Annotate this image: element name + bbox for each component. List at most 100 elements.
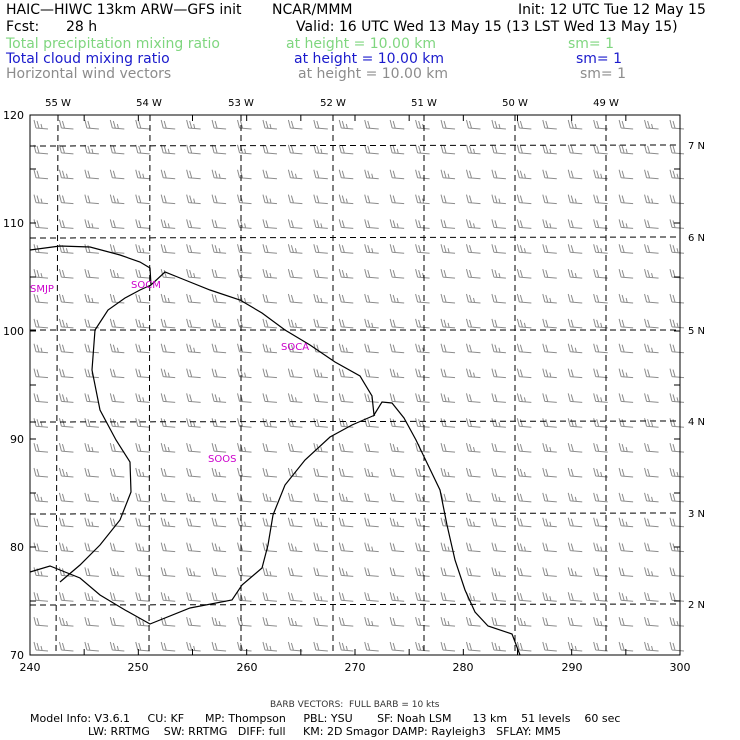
x-tick-label: 260: [237, 661, 258, 674]
wind-barb: [491, 244, 506, 254]
wind-barb: [84, 542, 99, 553]
wind-barb: [542, 368, 557, 379]
wind-barb: [109, 617, 125, 627]
wind-barb: [415, 617, 430, 627]
wind-barb: [415, 542, 430, 553]
wind-barb: [287, 492, 303, 503]
wind-barb: [287, 542, 303, 553]
wind-barb: [516, 269, 532, 279]
wind-barb: [160, 418, 176, 428]
wind-barb: [287, 418, 303, 428]
wind-barb: [211, 368, 227, 379]
wind-barb: [593, 144, 608, 155]
wind-barb: [567, 244, 583, 254]
wind-barb: [567, 567, 583, 577]
wind-barb: [211, 194, 227, 205]
wind-barb: [415, 144, 430, 155]
wind-barb: [389, 194, 405, 205]
wind-barb: [33, 467, 49, 478]
wind-barb: [211, 169, 227, 180]
wind-barb: [287, 443, 303, 453]
wind-barb: [389, 219, 405, 229]
wind-barb: [338, 368, 354, 379]
wind-barb: [109, 542, 125, 553]
wind-barb: [644, 418, 659, 428]
wind-barb: [58, 169, 74, 180]
wind-barb: [160, 517, 176, 528]
wind-barb: [440, 144, 456, 155]
wind-barb: [160, 343, 176, 354]
wind-barb: [135, 517, 150, 528]
wind-barb: [389, 169, 405, 180]
wind-barb: [644, 244, 659, 254]
wind-barb: [211, 119, 227, 130]
lat-label: 5 N: [688, 326, 705, 337]
wind-barb: [440, 368, 456, 379]
latlon-grid: [29, 114, 681, 656]
wind-barb: [465, 492, 481, 503]
wind-barb: [160, 368, 176, 379]
wind-barb: [237, 269, 252, 279]
wind-barb: [542, 194, 557, 205]
field-precip-sm: sm= 1: [568, 36, 615, 52]
wind-barb: [618, 617, 634, 627]
wind-barb: [186, 269, 201, 279]
wind-barb: [84, 343, 99, 354]
plot-frame: [29, 114, 681, 656]
wind-barb: [33, 293, 49, 304]
wind-barb: [237, 641, 252, 652]
wind-barb: [542, 617, 557, 627]
lon-label: 51 W: [411, 98, 437, 109]
wind-barb: [593, 393, 608, 403]
wind-barb: [465, 418, 481, 428]
wind-barb: [313, 393, 328, 403]
wind-barb: [313, 617, 328, 627]
wind-barb: [313, 492, 328, 503]
wind-barb: [669, 517, 685, 528]
wind-barb: [516, 343, 532, 354]
wind-barbs: [33, 119, 685, 652]
wind-barb: [338, 269, 354, 279]
wind-barb: [237, 368, 252, 379]
wind-barb: [415, 318, 430, 329]
wind-barb: [135, 617, 150, 627]
wind-barb: [491, 641, 506, 652]
wind-barb: [516, 542, 532, 553]
wind-barb: [364, 244, 379, 254]
wind-barb: [287, 343, 303, 354]
wind-barb: [262, 269, 278, 279]
wind-barb: [109, 318, 125, 329]
wind-barb: [567, 467, 583, 478]
wind-barb: [389, 517, 405, 528]
wind-barb: [593, 492, 608, 503]
wind-barb: [389, 492, 405, 503]
wind-barb: [262, 343, 278, 354]
wind-barb: [542, 467, 557, 478]
wind-barb: [84, 119, 99, 130]
wind-barb: [567, 641, 583, 652]
lon-label: 49 W: [593, 98, 619, 109]
wind-barb: [440, 492, 456, 503]
y-tick-label: 100: [3, 325, 24, 338]
field-precip-name: Total precipitation mixing ratio: [6, 36, 220, 52]
wind-barb: [338, 418, 354, 428]
wind-barb: [440, 293, 456, 304]
wind-barb: [644, 567, 659, 577]
wind-barb: [313, 542, 328, 553]
wind-barb: [415, 169, 430, 180]
wind-barb: [567, 492, 583, 503]
wind-barb: [84, 219, 99, 229]
wind-barb: [364, 119, 379, 130]
wind-barb: [440, 343, 456, 354]
wind-barb: [542, 219, 557, 229]
wind-barb: [516, 293, 532, 304]
wind-barb: [364, 492, 379, 503]
wind-barb: [465, 194, 481, 205]
wind-barb: [491, 393, 506, 403]
wind-barb: [440, 467, 456, 478]
wind-barb: [211, 592, 227, 602]
wind-barb: [338, 641, 354, 652]
model-info-line1: Model Info: V3.6.1 CU: KF MP: Thompson P…: [30, 712, 621, 725]
wind-barb: [313, 119, 328, 130]
wind-barb: [364, 343, 379, 354]
